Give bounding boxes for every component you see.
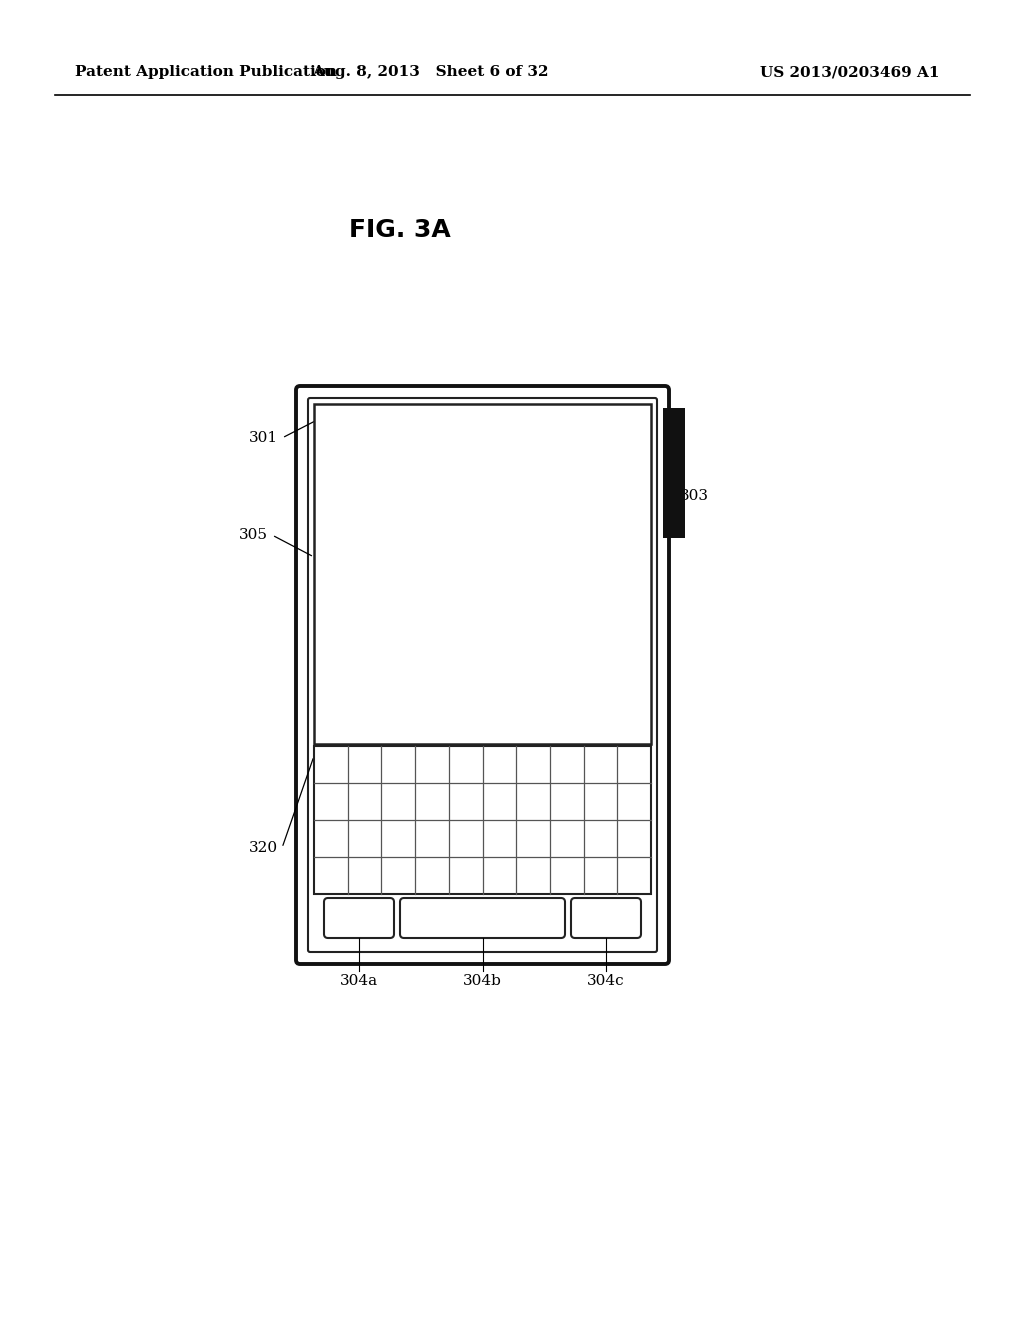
Text: 304a: 304a [340, 974, 378, 987]
Bar [314, 404, 651, 744]
Text: 304c: 304c [587, 974, 625, 987]
FancyBboxPatch shape [324, 898, 394, 939]
Text: Patent Application Publication: Patent Application Publication [75, 65, 337, 79]
Text: Aug. 8, 2013   Sheet 6 of 32: Aug. 8, 2013 Sheet 6 of 32 [311, 65, 548, 79]
Text: US 2013/0203469 A1: US 2013/0203469 A1 [761, 65, 940, 79]
Text: 305: 305 [239, 528, 268, 543]
Text: 320: 320 [249, 841, 278, 855]
Text: 303: 303 [680, 488, 709, 503]
Text: 304b: 304b [463, 974, 502, 987]
Bar [314, 746, 651, 894]
Bar [663, 408, 685, 539]
FancyBboxPatch shape [296, 385, 669, 964]
FancyBboxPatch shape [308, 399, 657, 952]
Text: 301: 301 [249, 432, 278, 445]
FancyBboxPatch shape [400, 898, 565, 939]
Text: FIG. 3A: FIG. 3A [349, 218, 451, 242]
Text: a: a [477, 634, 488, 652]
FancyBboxPatch shape [571, 898, 641, 939]
